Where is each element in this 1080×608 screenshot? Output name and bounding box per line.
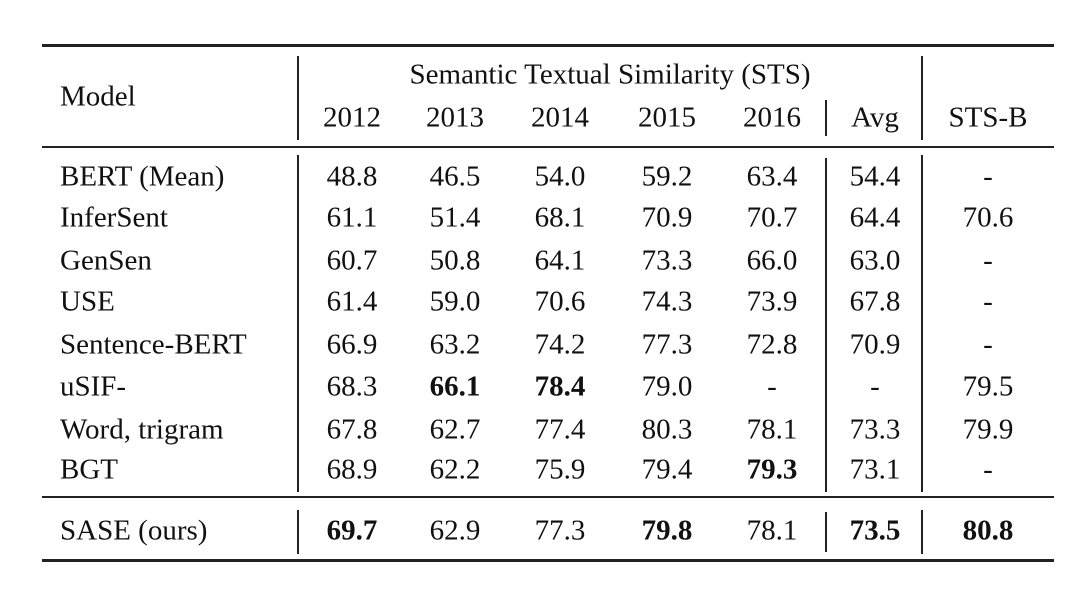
col-rule [297, 510, 299, 554]
cell: 68.1 [534, 201, 586, 234]
header-rule [42, 146, 1054, 148]
cell: 77.3 [534, 514, 586, 547]
cell: 79.9 [962, 413, 1014, 446]
row-model: InferSent [60, 201, 168, 234]
cell: 51.4 [429, 201, 481, 234]
cell: 73.3 [849, 413, 901, 446]
row-model: SASE (ours) [60, 514, 208, 547]
cell: 66.9 [326, 328, 378, 361]
cell: 73.1 [849, 453, 901, 486]
cell: 67.8 [849, 285, 901, 318]
cell: 74.3 [641, 285, 693, 318]
col-rule [921, 510, 923, 554]
row-model: Word, trigram [60, 413, 224, 446]
column-header: Avg [851, 101, 899, 134]
cell: 79.3 [746, 453, 798, 486]
row-model: USE [60, 285, 115, 318]
cell: 80.3 [641, 413, 693, 446]
cell: 73.3 [641, 244, 693, 277]
col-rule [825, 100, 827, 136]
row-model: GenSen [60, 244, 152, 277]
cell: 74.2 [534, 328, 586, 361]
cell: 73.5 [849, 514, 901, 547]
cell: 61.1 [326, 201, 378, 234]
cell: - [983, 244, 993, 277]
cell: 78.1 [746, 413, 798, 446]
cell: 66.1 [429, 370, 481, 403]
column-header: 2016 [743, 101, 801, 134]
cell: - [983, 328, 993, 361]
mid-rule [42, 496, 1054, 498]
cell: 64.4 [849, 201, 901, 234]
cell: 63.2 [429, 328, 481, 361]
row-model: BGT [60, 453, 118, 486]
cell: 46.5 [429, 160, 481, 193]
top-rule [42, 44, 1054, 47]
col-rule [297, 155, 299, 492]
col-rule [825, 158, 827, 492]
cell: 59.0 [429, 285, 481, 318]
cell: 73.9 [746, 285, 798, 318]
row-model: Sentence-BERT [60, 328, 247, 361]
column-header: 2012 [323, 101, 381, 134]
cell: 70.6 [534, 285, 586, 318]
cell: 50.8 [429, 244, 481, 277]
cell: 54.4 [849, 160, 901, 193]
col-rule [297, 56, 299, 140]
cell: 79.5 [962, 370, 1014, 403]
cell: 63.0 [849, 244, 901, 277]
cell: 80.8 [962, 514, 1014, 547]
cell: 68.3 [326, 370, 378, 403]
cell: - [870, 370, 880, 403]
cell: 48.8 [326, 160, 378, 193]
cell: - [767, 370, 777, 403]
cell: 70.6 [962, 201, 1014, 234]
cell: 59.2 [641, 160, 693, 193]
cell: 62.7 [429, 413, 481, 446]
header-group: Semantic Textual Similarity (STS) [409, 58, 811, 91]
column-header: 2014 [531, 101, 589, 134]
cell: 64.1 [534, 244, 586, 277]
cell: 79.0 [641, 370, 693, 403]
cell: 69.7 [326, 514, 378, 547]
column-header: 2013 [426, 101, 484, 134]
cell: 70.7 [746, 201, 798, 234]
cell: 79.4 [641, 453, 693, 486]
cell: 79.8 [641, 514, 693, 547]
cell: 77.4 [534, 413, 586, 446]
row-model: uSIF- [60, 370, 127, 403]
cell: 70.9 [641, 201, 693, 234]
col-rule [921, 56, 923, 140]
cell: 63.4 [746, 160, 798, 193]
cell: - [983, 285, 993, 318]
cell: 68.9 [326, 453, 378, 486]
row-model: BERT (Mean) [60, 160, 225, 193]
col-rule [825, 512, 827, 552]
cell: 62.9 [429, 514, 481, 547]
cell: 70.9 [849, 328, 901, 361]
cell: 78.4 [534, 370, 586, 403]
header-model: Model [60, 80, 136, 113]
cell: - [983, 453, 993, 486]
cell: 77.3 [641, 328, 693, 361]
col-rule [921, 155, 923, 492]
cell: 54.0 [534, 160, 586, 193]
cell: 62.2 [429, 453, 481, 486]
cell: 66.0 [746, 244, 798, 277]
cell: 78.1 [746, 514, 798, 547]
column-header: STS-B [948, 101, 1028, 134]
cell: 75.9 [534, 453, 586, 486]
cell: 72.8 [746, 328, 798, 361]
cell: - [983, 160, 993, 193]
column-header: 2015 [638, 101, 696, 134]
cell: 67.8 [326, 413, 378, 446]
bottom-rule [42, 559, 1054, 562]
cell: 60.7 [326, 244, 378, 277]
cell: 61.4 [326, 285, 378, 318]
